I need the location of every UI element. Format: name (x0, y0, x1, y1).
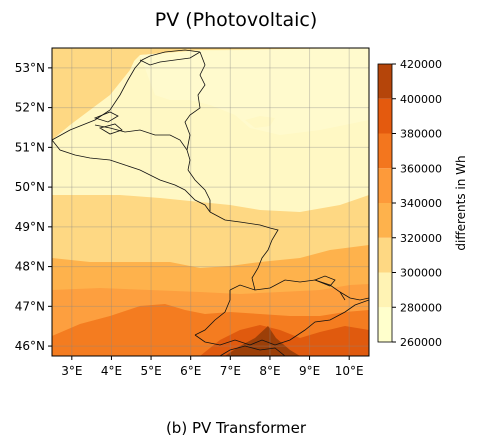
border-zeeland-islands (93, 111, 123, 135)
colorbar-segment (378, 272, 392, 308)
border-ch-south-east (194, 299, 369, 346)
y-tick-label: 48°N (15, 260, 45, 274)
map-area (52, 48, 369, 356)
band-light-north (140, 48, 369, 135)
colorbar-segment (378, 237, 392, 273)
grid-lines (52, 48, 369, 356)
colorbar-segment (378, 98, 392, 134)
y-tick-label: 50°N (15, 180, 45, 194)
border-frisian-coast (139, 51, 201, 66)
border-lux (187, 169, 211, 212)
x-tick-label: 9°E (299, 364, 320, 378)
chart-caption: (b) PV Transformer (166, 419, 307, 437)
colorbar-ticks: 260000 280000 300000 320000 340000 360000 3800… (392, 58, 442, 349)
colorbar-tick-label: 300000 (400, 267, 442, 280)
border-lake-constance (313, 275, 336, 287)
border-coast-netherlands (52, 49, 201, 141)
colorbar-segment (378, 133, 392, 169)
border-italy (219, 345, 286, 356)
colorbar-tick-label: 340000 (400, 197, 442, 210)
colorbar-tick-label: 380000 (400, 128, 442, 141)
x-tick-label: 7°E (220, 364, 241, 378)
colorbar-tick-label: 280000 (400, 301, 442, 314)
y-tick-label: 49°N (15, 220, 45, 234)
colorbar-tick-label: 420000 (400, 58, 442, 71)
border-fr-be (52, 139, 211, 213)
band-380000-400000 (225, 326, 300, 356)
colorbar-segment (378, 64, 392, 99)
colorbar-tick-label: 360000 (400, 162, 442, 175)
y-tick-label: 46°N (15, 339, 45, 353)
country-borders (52, 49, 369, 356)
chart-title: PV (Photovoltaic) (155, 9, 317, 31)
colorbar-segments (378, 64, 392, 342)
y-tick-label: 53°N (15, 61, 45, 75)
border-ch-south (194, 290, 231, 336)
border-be-nl (94, 124, 188, 151)
colorbar: 260000 280000 300000 320000 340000 360000 3800… (377, 58, 468, 349)
colorbar-segment (378, 168, 392, 203)
x-axis: 3°E 4°E 5°E 6°E 7°E 8°E 9°E 10°E (61, 356, 364, 378)
band-highlight-spot (245, 116, 275, 128)
colorbar-segment (378, 307, 392, 342)
x-tick-label: 3°E (61, 364, 82, 378)
colorbar-tick-label: 400000 (400, 93, 442, 106)
x-tick-label: 8°E (259, 364, 280, 378)
colorbar-tick-label: 320000 (400, 232, 442, 245)
colorbar-label: differents in Wh (454, 155, 468, 250)
border-fr-de (209, 211, 279, 291)
band-western-edge (52, 48, 140, 140)
x-tick-label: 4°E (101, 364, 122, 378)
border-ch-north (229, 279, 346, 301)
y-tick-label: 51°N (15, 140, 45, 154)
colorbar-tick-label: 260000 (400, 336, 442, 349)
x-tick-label: 6°E (180, 364, 201, 378)
y-tick-label: 47°N (15, 299, 45, 313)
colorbar-segment (378, 203, 392, 238)
border-austria (339, 291, 369, 301)
border-nl-de (184, 51, 206, 171)
y-axis: 46°N 47°N 48°N 49°N 50°N 51°N 52°N 53°N (15, 61, 52, 353)
y-tick-label: 52°N (15, 101, 45, 115)
x-tick-label: 5°E (140, 364, 161, 378)
map-frame (51, 47, 370, 357)
x-tick-label: 10°E (335, 364, 364, 378)
